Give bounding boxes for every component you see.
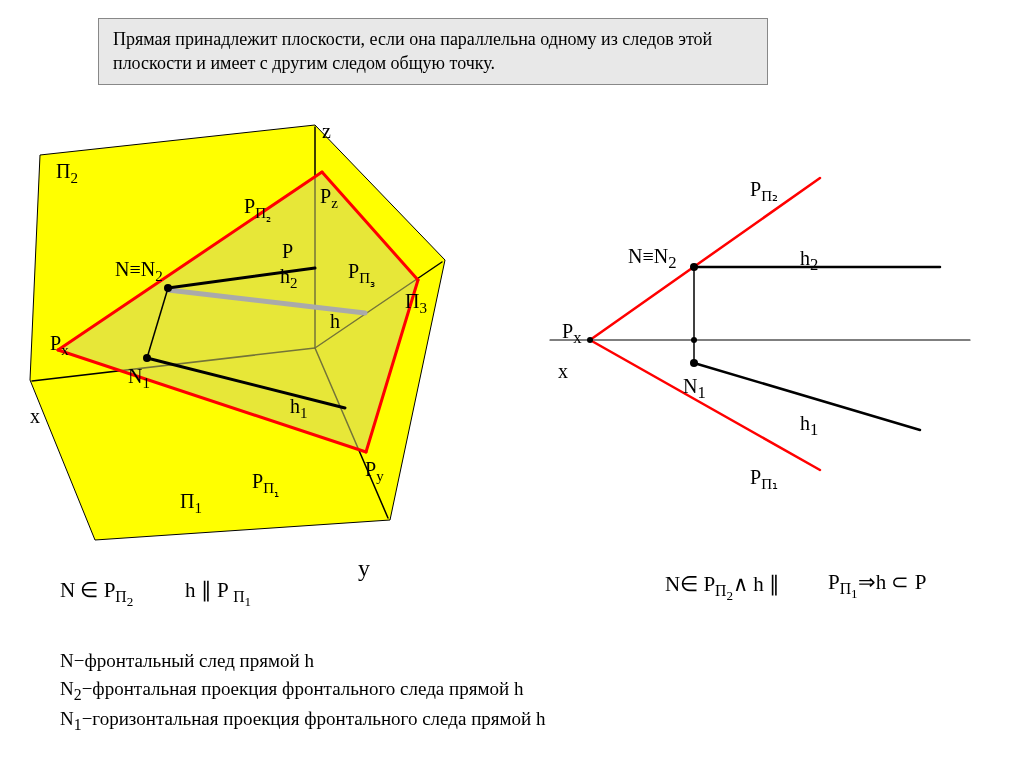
svg-point-25 <box>587 337 593 343</box>
svg-line-17 <box>590 178 820 340</box>
svg-point-23 <box>690 359 698 367</box>
svg-line-18 <box>590 340 820 470</box>
svg-point-22 <box>690 263 698 271</box>
svg-point-24 <box>691 337 697 343</box>
